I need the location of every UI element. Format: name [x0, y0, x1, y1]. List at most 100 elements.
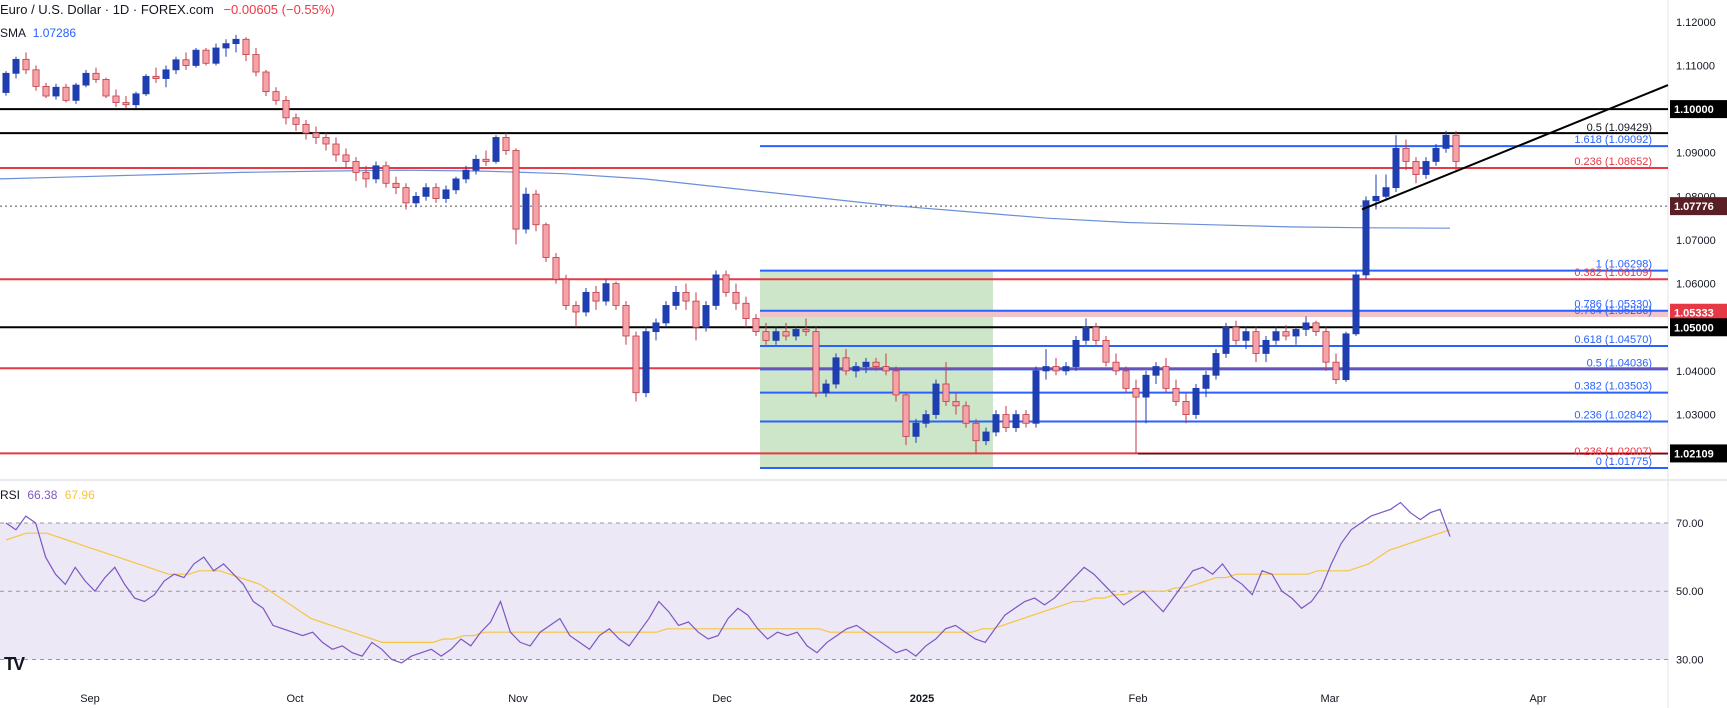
candle-body-32 — [322, 137, 330, 145]
candle-90 — [902, 392, 910, 446]
candle-38 — [382, 161, 390, 188]
candle-body-118 — [1182, 401, 1190, 415]
candle-body-2 — [22, 58, 30, 71]
candle-18 — [182, 52, 190, 70]
candle-19 — [192, 48, 200, 68]
candle-body-39 — [392, 182, 400, 189]
candle-body-49 — [492, 137, 500, 162]
candle-31 — [312, 126, 320, 144]
candle-body-13 — [132, 93, 140, 106]
x-tick-2: Nov — [508, 693, 528, 705]
candle-body-24 — [242, 38, 250, 55]
candle-body-47 — [472, 158, 480, 171]
candle-39 — [392, 176, 400, 195]
candle-113 — [1132, 379, 1140, 454]
candle-body-92 — [922, 414, 930, 424]
candle-63 — [632, 331, 640, 402]
candle-12 — [122, 96, 130, 109]
candle-body-20 — [202, 49, 210, 64]
candle-body-71 — [712, 274, 720, 306]
candle-97 — [972, 418, 980, 454]
candle-110 — [1102, 336, 1110, 367]
candle-body-104 — [1042, 366, 1050, 372]
candle-67 — [672, 285, 680, 310]
candle-80 — [802, 318, 810, 336]
candle-85 — [852, 362, 860, 378]
y-tick-6: 1.06000 — [1676, 279, 1716, 291]
candle-86 — [862, 357, 870, 374]
candle-body-7 — [72, 84, 80, 101]
candle-65 — [652, 318, 660, 341]
candle-body-0 — [2, 72, 10, 93]
candle-body-145 — [1452, 134, 1460, 162]
candle-body-117 — [1172, 387, 1180, 402]
candle-body-140 — [1402, 147, 1410, 162]
candle-body-134 — [1342, 333, 1350, 381]
candle-41 — [412, 192, 420, 208]
candle-92 — [922, 410, 930, 428]
candle-109 — [1092, 322, 1100, 345]
candle-42 — [422, 183, 430, 201]
fib-label-0: 0.5 (1.09429) — [1587, 122, 1652, 134]
y-tick-3: 1.09000 — [1676, 148, 1716, 160]
candle-body-111 — [1112, 361, 1120, 372]
candle-34 — [342, 148, 350, 168]
candle-body-57 — [572, 305, 580, 313]
candle-11 — [112, 89, 120, 107]
candle-132 — [1322, 327, 1330, 371]
candle-95 — [952, 392, 960, 415]
sma-legend[interactable]: SMA 1.07286 — [0, 26, 76, 40]
candle-body-75 — [752, 318, 760, 333]
candle-body-126 — [1262, 339, 1270, 354]
candle-body-22 — [222, 43, 230, 49]
candle-body-64 — [642, 331, 650, 394]
candle-body-3 — [32, 69, 40, 87]
candle-body-139 — [1392, 147, 1400, 189]
candle-body-101 — [1012, 414, 1020, 429]
rsi-value: 66.38 — [27, 488, 58, 502]
rsi-legend[interactable]: RSI 66.38 67.96 — [0, 488, 95, 502]
fib-label-9: 0.382 (1.03503) — [1574, 381, 1652, 393]
candle-body-36 — [362, 171, 370, 180]
price-tag-label-2: 1.05333 — [1674, 308, 1714, 320]
candle-98 — [982, 427, 990, 446]
candle-body-43 — [432, 187, 440, 199]
candle-body-69 — [692, 300, 700, 328]
price-tag-0: 1.10000 — [1670, 100, 1727, 119]
symbol-title[interactable]: Euro / U.S. Dollar · 1D · FOREX.com — [0, 2, 214, 17]
tradingview-logo[interactable]: TV — [4, 654, 25, 674]
candle-body-80 — [802, 329, 810, 333]
candle-122 — [1222, 322, 1230, 358]
x-tick-3: Dec — [712, 693, 732, 705]
candle-body-137 — [1372, 195, 1380, 202]
candle-body-72 — [722, 274, 730, 293]
candle-52 — [522, 187, 530, 234]
candle-14 — [142, 74, 150, 96]
candle-body-31 — [312, 132, 320, 138]
x-tick-1: Oct — [286, 693, 303, 705]
candle-33 — [332, 137, 340, 162]
rsi-tick-70: 70.00 — [1676, 518, 1704, 530]
price-tag-4: 1.02109 — [1670, 444, 1727, 463]
candle-94 — [942, 362, 950, 406]
candle-body-56 — [562, 278, 570, 306]
candle-121 — [1212, 349, 1220, 380]
candle-51 — [512, 148, 520, 245]
candle-120 — [1202, 370, 1210, 398]
candle-141 — [1412, 157, 1420, 184]
candle-62 — [622, 301, 630, 345]
candle-body-79 — [792, 329, 800, 337]
candle-124 — [1242, 327, 1250, 350]
candle-145 — [1452, 130, 1460, 171]
candle-105 — [1052, 357, 1060, 376]
candle-74 — [742, 296, 750, 328]
fib-label-1: 1.618 (1.09092) — [1574, 134, 1652, 146]
candle-16 — [162, 65, 170, 88]
candle-56 — [562, 274, 570, 310]
candle-57 — [572, 301, 580, 328]
candle-134 — [1342, 331, 1350, 382]
candle-body-14 — [142, 75, 150, 95]
candle-133 — [1332, 353, 1340, 384]
sma-label: SMA — [0, 26, 26, 40]
